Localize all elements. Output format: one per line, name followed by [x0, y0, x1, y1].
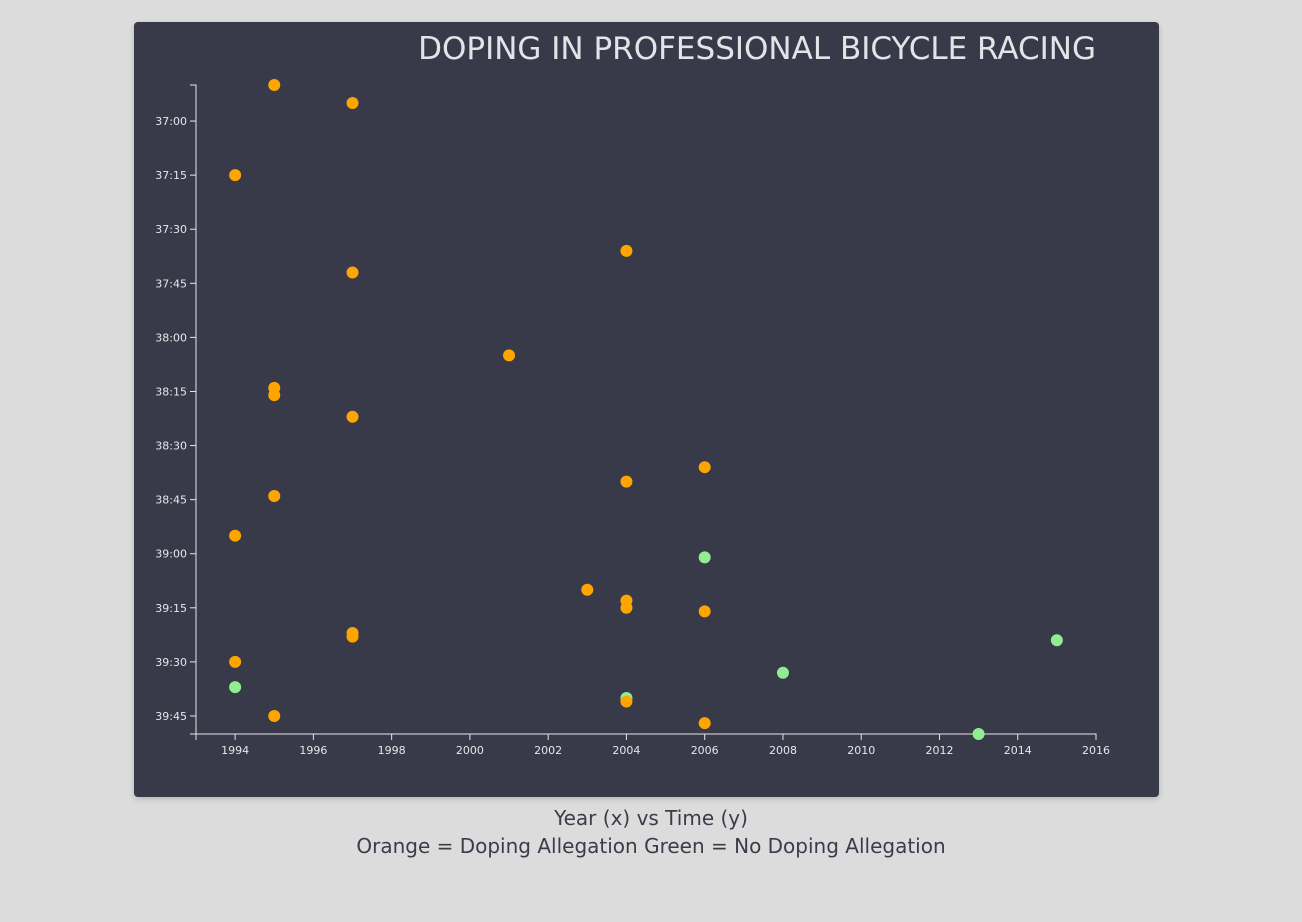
chart-title: DOPING IN PROFESSIONAL BICYCLE RACING	[418, 31, 1096, 67]
data-point-doping[interactable]	[620, 475, 633, 488]
x-tick-label: 2008	[769, 744, 797, 757]
data-point-doping[interactable]	[581, 583, 594, 596]
data-points	[229, 79, 1063, 740]
scatter-plot: 37:00 37:15 37:30 37:45 38:00 38:15 38:30 38:45…	[155, 79, 1110, 757]
chart-card: DOPING IN PROFESSIONAL BICYCLE RACING 37…	[134, 22, 1159, 797]
x-axis: 1994 1996 1998 2000 2002 2004 2006 2008 2010 2012…	[195, 733, 1110, 757]
data-point-doping[interactable]	[346, 266, 359, 279]
data-point-no-doping[interactable]	[776, 666, 789, 679]
x-tick-label: 2006	[691, 744, 719, 757]
y-tick-label: 38:30	[155, 440, 187, 453]
x-vs-y-label: Year (x) vs Time (y)	[554, 806, 748, 830]
data-point-doping[interactable]	[503, 349, 516, 362]
data-point-no-doping[interactable]	[229, 681, 242, 694]
data-point-doping[interactable]	[698, 461, 711, 474]
data-point-doping[interactable]	[620, 601, 633, 614]
data-point-doping[interactable]	[620, 244, 633, 257]
y-tick-label: 37:30	[155, 223, 187, 236]
data-point-doping[interactable]	[268, 79, 281, 91]
x-tick-label: 2002	[534, 744, 562, 757]
x-tick-label: 2016	[1082, 744, 1110, 757]
legend-text: Orange = Doping Allegation Green = No Do…	[356, 834, 946, 858]
data-point-doping[interactable]	[698, 605, 711, 618]
data-point-doping[interactable]	[268, 709, 281, 722]
data-point-doping[interactable]	[620, 695, 633, 708]
data-point-doping[interactable]	[268, 490, 281, 503]
x-tick-label: 2012	[925, 744, 953, 757]
y-tick-label: 37:45	[155, 277, 187, 290]
data-point-doping[interactable]	[346, 97, 359, 110]
y-tick-label: 39:15	[155, 602, 187, 615]
data-point-doping[interactable]	[346, 410, 359, 423]
data-point-doping[interactable]	[229, 655, 242, 668]
y-tick-label: 38:15	[155, 385, 187, 398]
x-tick-label: 2000	[456, 744, 484, 757]
y-tick-label: 37:00	[155, 115, 187, 128]
y-tick-label: 39:30	[155, 656, 187, 669]
chart-caption: Year (x) vs Time (y) Orange = Doping All…	[0, 804, 1302, 860]
data-point-doping[interactable]	[268, 389, 281, 402]
x-tick-label: 1994	[221, 744, 249, 757]
data-point-doping[interactable]	[229, 529, 242, 542]
y-axis-line	[190, 84, 197, 735]
data-point-doping[interactable]	[698, 717, 711, 730]
y-tick-label: 38:00	[155, 331, 187, 344]
x-axis-line	[195, 733, 1097, 740]
data-point-no-doping[interactable]	[698, 551, 711, 564]
x-tick-label: 1998	[378, 744, 406, 757]
data-point-no-doping[interactable]	[1050, 634, 1063, 647]
x-tick-label: 2004	[612, 744, 640, 757]
data-point-doping[interactable]	[229, 169, 242, 182]
y-tick-label: 37:15	[155, 169, 187, 182]
y-axis: 37:00 37:15 37:30 37:45 38:00 38:15 38:30 38:45…	[155, 84, 197, 735]
y-tick-label: 38:45	[155, 494, 187, 507]
data-point-no-doping[interactable]	[972, 728, 985, 740]
data-point-doping[interactable]	[346, 630, 359, 643]
x-tick-label: 2014	[1004, 744, 1032, 757]
x-tick-label: 2010	[847, 744, 875, 757]
y-tick-label: 39:45	[155, 710, 187, 723]
x-tick-label: 1996	[299, 744, 327, 757]
y-tick-label: 39:00	[155, 548, 187, 561]
